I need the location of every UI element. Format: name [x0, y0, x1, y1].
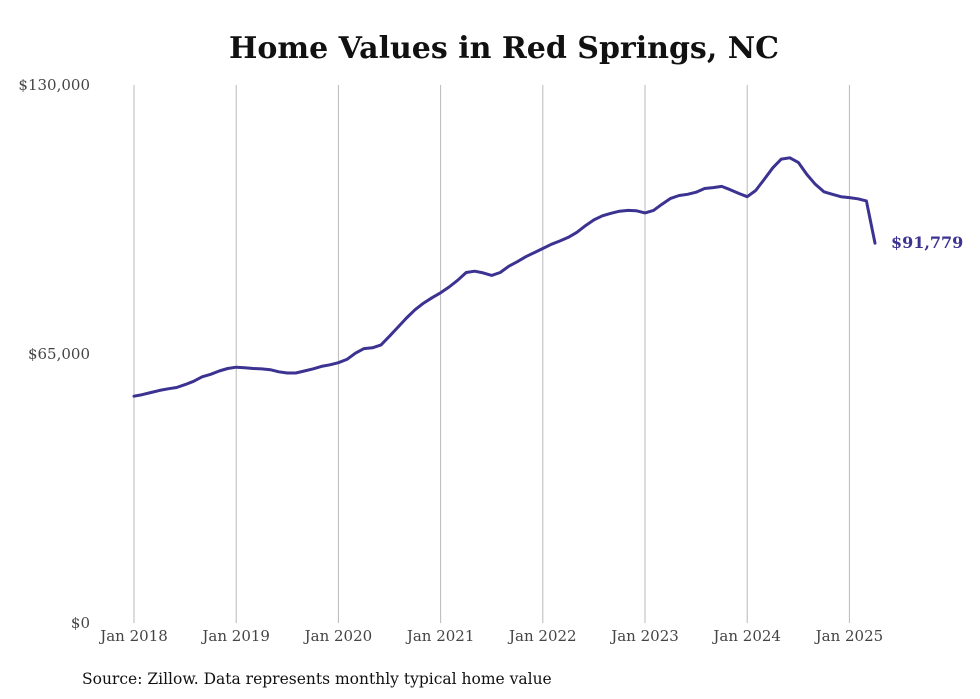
y-tick-label: $65,000	[28, 345, 90, 363]
y-tick-label: $130,000	[18, 76, 90, 94]
x-tick-label: Jan 2024	[711, 627, 781, 645]
x-tick-label: Jan 2022	[507, 627, 577, 645]
x-tick-label: Jan 2023	[609, 627, 679, 645]
y-tick-label: $0	[71, 614, 90, 632]
source-note: Source: Zillow. Data represents monthly …	[82, 670, 552, 688]
home-value-line	[132, 156, 877, 398]
x-tick-label: Jan 2021	[405, 627, 475, 645]
gridlines	[133, 85, 850, 623]
x-axis-ticks: Jan 2018 Jan 2019 Jan 2020 Jan 2021 Jan 2022…	[98, 627, 883, 645]
x-tick-label: Jan 2018	[98, 627, 168, 645]
x-tick-label: Jan 2019	[200, 627, 270, 645]
x-tick-label: Jan 2020	[303, 627, 373, 645]
latest-value-label: $91,779	[891, 233, 963, 252]
x-tick-label: Jan 2025	[814, 627, 884, 645]
chart-title: Home Values in Red Springs, NC	[229, 31, 779, 66]
y-axis-ticks: $0 $65,000 $130,000	[18, 76, 90, 632]
